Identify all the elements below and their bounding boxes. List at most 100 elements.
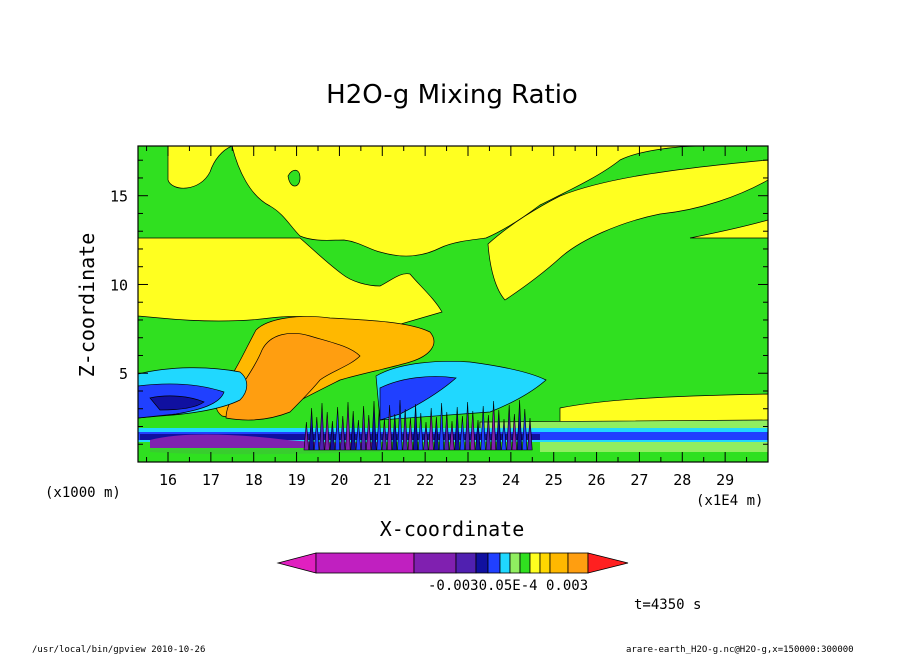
x-axis: 16 17 18 19 20 21 22 23 24 25 26 27 28 29 (146, 146, 748, 489)
field-green-island (287, 169, 301, 187)
convective-spike (480, 405, 486, 451)
convective-spike (334, 406, 341, 451)
convective-spike (464, 401, 471, 451)
colorbar-segment-cyan (499, 552, 511, 574)
convective-spike (506, 404, 512, 451)
field-blue-right (379, 376, 457, 421)
field-yellow-right-band (689, 219, 768, 239)
field-cyan-right (375, 360, 547, 421)
x-tick-label: 24 (502, 471, 520, 489)
x-tick-label: 28 (673, 471, 691, 489)
convective-spike (319, 402, 325, 451)
field-yellow-mid-band (138, 237, 443, 331)
convective-spike (397, 399, 403, 451)
convective-spike (329, 420, 335, 451)
convective-spike (314, 416, 320, 451)
colorbar-segment-yellow (529, 552, 541, 574)
convective-spike (423, 421, 429, 451)
convective-spike (516, 399, 523, 451)
x-tick-label: 26 (588, 471, 606, 489)
convective-spike (345, 401, 351, 451)
field-navy-bottom (140, 434, 540, 440)
convective-spike (340, 415, 346, 451)
colorbar-segment-green (519, 552, 531, 574)
convective-spike (381, 418, 387, 451)
colorbar-labels: -0.0030.05E-4 0.003 (428, 578, 588, 594)
x-tick-label: 29 (716, 471, 734, 489)
convective-spike (449, 420, 455, 451)
convective-spike (454, 406, 460, 451)
colorbar-segment-lightorange (549, 552, 569, 574)
x-tick-label: 20 (330, 471, 348, 489)
convective-spike (308, 407, 315, 451)
y-axis-label: Z-coordinate (75, 233, 99, 378)
convective-spike (428, 407, 434, 451)
field-yellow-upper-mid (231, 146, 701, 257)
convective-spike (350, 410, 356, 451)
convective-spike (402, 408, 408, 451)
convective-spike (376, 409, 382, 451)
colorbar-segment-navy (475, 552, 489, 574)
field-navy-left (149, 395, 205, 411)
convective-spike (470, 410, 476, 451)
colorbar-low-arrow (276, 552, 317, 574)
x-tick-label: 16 (159, 471, 177, 489)
colorbar-segment-orange (567, 552, 589, 574)
convective-spike (412, 403, 419, 451)
convective-spike (324, 411, 330, 451)
x-tick-label: 22 (416, 471, 434, 489)
convective-spike (438, 402, 445, 451)
convective-spike (360, 405, 367, 451)
field-lightgreen-right-bottom (540, 442, 768, 452)
convective-spike (501, 418, 507, 451)
colorbar-high-arrow (587, 552, 629, 574)
x-unit-left: (x1000 m) (45, 485, 121, 501)
field-yellow-upper-right (487, 159, 768, 301)
plot-frame (137, 145, 769, 463)
y-tick-label: 5 (119, 365, 128, 383)
convective-spike (366, 414, 372, 451)
x-tick-label: 19 (288, 471, 306, 489)
convective-spike (475, 419, 481, 451)
convective-spike (459, 415, 465, 451)
y-axis: 5 10 15 (110, 159, 768, 445)
colorbar-segment-gold (539, 552, 551, 574)
footer-left: /usr/local/bin/gpview 2010-10-26 (32, 645, 205, 654)
colorbar-segment-lightgreen (509, 552, 521, 574)
x-axis-label: X-coordinate (380, 517, 525, 541)
colorbar-segment-violet (455, 552, 477, 574)
time-label: t=4350 s (634, 597, 701, 613)
footer-right: arare-earth_H2O-g.nc@H2O-g,x=150000:3000… (626, 645, 854, 654)
chart-title: H2O-g Mixing Ratio (326, 80, 578, 110)
field-yellow-upper-left (167, 146, 233, 189)
plot-area (138, 146, 768, 462)
convective-spike (496, 409, 502, 451)
convective-spike (433, 416, 439, 451)
convective-spike (485, 414, 491, 451)
x-tick-label: 27 (630, 471, 648, 489)
x-tick-label: 21 (373, 471, 391, 489)
convective-spike (407, 417, 413, 451)
convective-spike (444, 411, 450, 451)
convective-spike (392, 413, 398, 451)
convective-spike (490, 400, 497, 451)
convective-spikes (303, 399, 533, 451)
colorbar-segment-blue (487, 552, 501, 574)
y-tick-label: 15 (110, 188, 128, 206)
convective-spike (371, 400, 377, 451)
convective-spike (511, 413, 517, 451)
x-tick-label: 17 (202, 471, 220, 489)
colorbar-segment-purple (413, 552, 457, 574)
convective-spike (527, 417, 533, 451)
convective-spike (355, 419, 361, 451)
x-tick-label: 25 (545, 471, 563, 489)
colorbar-segment-magenta (315, 552, 415, 574)
convective-spike (303, 421, 309, 451)
x-tick-label: 18 (245, 471, 263, 489)
convective-spike (386, 404, 393, 451)
y-tick-label: 10 (110, 276, 128, 294)
convective-spike (418, 412, 424, 451)
x-tick-label: 23 (459, 471, 477, 489)
colorbar: -0.0030.05E-4 0.003 (276, 552, 629, 594)
